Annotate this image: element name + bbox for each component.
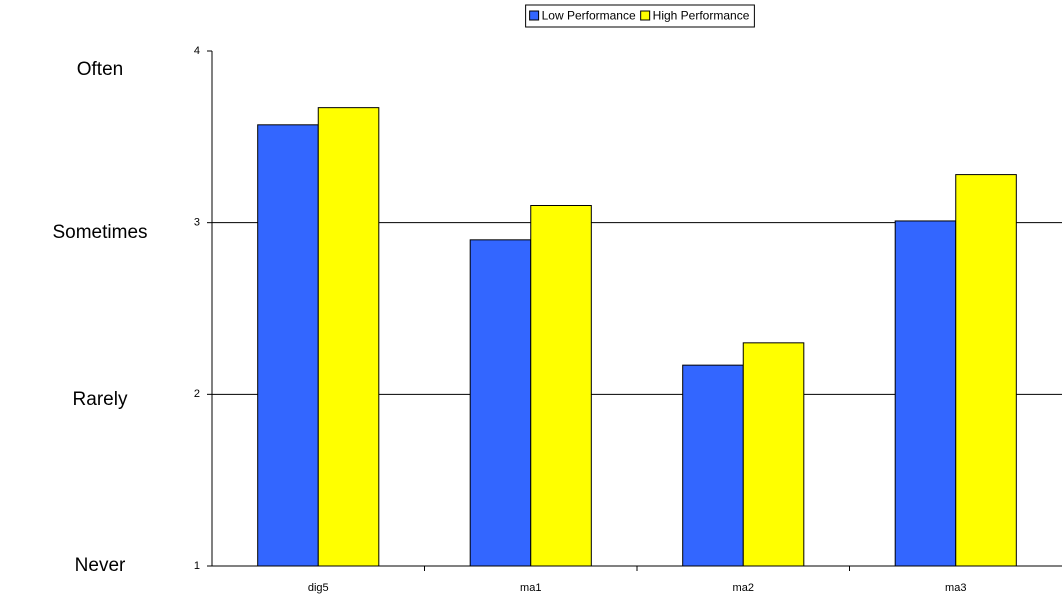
- y-tick-label: 2: [194, 388, 200, 400]
- bar: [317, 107, 380, 567]
- bar: [894, 220, 957, 567]
- bar: [742, 342, 805, 567]
- legend-swatch: [640, 10, 651, 21]
- legend-label: High Performance: [653, 9, 750, 23]
- frequency-label: Never: [75, 555, 126, 576]
- y-tick-label: 4: [194, 45, 200, 57]
- x-tick-label: ma2: [733, 582, 754, 594]
- legend: [525, 4, 755, 28]
- bar: [682, 364, 744, 567]
- frequency-label: Often: [77, 59, 123, 80]
- bar: [530, 205, 592, 567]
- x-tick-label: ma3: [945, 582, 966, 594]
- bar: [257, 124, 319, 567]
- bar: [469, 239, 532, 567]
- frequency-label: Rarely: [73, 389, 128, 410]
- bar: [955, 174, 1017, 567]
- y-tick-label: 1: [194, 560, 200, 572]
- y-tick-label: 3: [194, 217, 200, 229]
- frequency-label: Sometimes: [52, 222, 147, 243]
- legend-label: Low Performance: [542, 9, 636, 23]
- x-tick-label: ma1: [520, 582, 541, 594]
- x-tick-label: dig5: [308, 582, 329, 594]
- legend-swatch: [529, 10, 540, 21]
